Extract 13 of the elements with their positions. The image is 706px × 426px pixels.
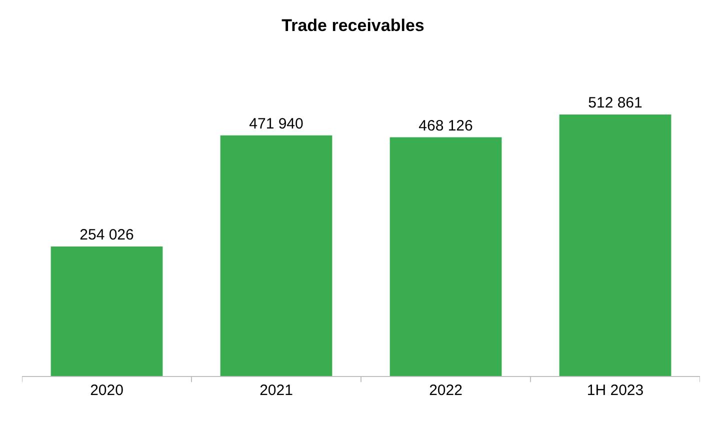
x-tick-label: 2020: [90, 382, 124, 399]
data-label: 254 026: [80, 226, 134, 244]
bar: [390, 137, 502, 376]
chart-title: Trade receivables: [282, 16, 424, 35]
bar: [50, 246, 163, 376]
bar: [220, 135, 332, 376]
x-tick-label: 1H 2023: [586, 382, 644, 399]
data-label: 468 126: [418, 117, 473, 134]
bar: [559, 114, 672, 376]
data-label: 471 940: [249, 115, 304, 132]
data-label: 512 861: [588, 94, 642, 112]
x-tick-label: 2022: [429, 382, 462, 399]
x-tick-label: 2021: [260, 382, 293, 399]
